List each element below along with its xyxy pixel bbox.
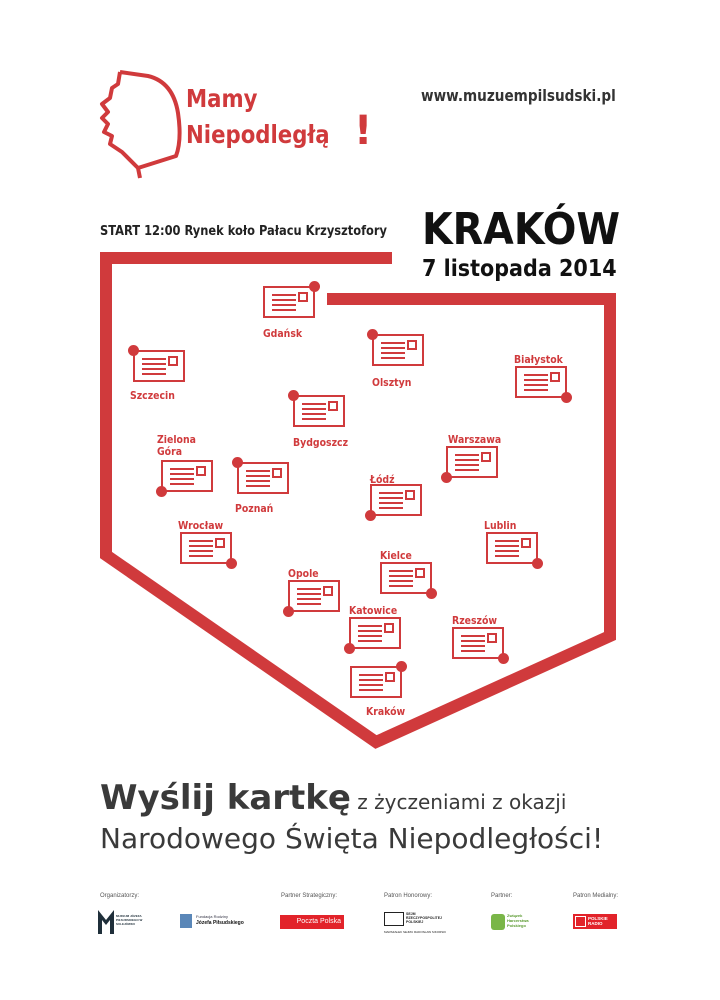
partner-label: Partner:: [491, 893, 513, 899]
postcard-dot: [365, 510, 376, 521]
postcard-icon: [367, 329, 424, 366]
postcard-dot: [226, 558, 237, 569]
poczta-polska-logo: Poczta Polska: [280, 915, 344, 929]
website-link[interactable]: www.muzuempilsudski.pl: [421, 86, 616, 105]
organizers-label: Organizatorzy:: [100, 893, 140, 899]
postcard-icon: [350, 661, 407, 698]
postcard-icon: [156, 460, 213, 497]
postcard-icon: [283, 580, 340, 617]
postcard-dot: [426, 588, 437, 599]
city-label: Kielce: [380, 549, 412, 562]
city-label: Kraków: [366, 705, 406, 718]
zhp-logo: Związek Harcerstwa Polskiego: [491, 912, 535, 932]
postcard-icon: [288, 390, 345, 427]
postcard-icon: [441, 446, 498, 483]
poland-outline: [100, 252, 616, 749]
postcard-dot: [288, 390, 299, 401]
city-label: Poznań: [235, 502, 274, 515]
postcard-dot: [128, 345, 139, 356]
brand-line-2: Niepodległą: [186, 120, 330, 149]
postcard-icon: [380, 562, 437, 599]
pilsudski-profile-logo: [100, 70, 182, 179]
honorary-label: Patron Honorowy:: [384, 893, 433, 899]
city-label: Łódź: [370, 473, 395, 486]
cta-rest: z życzeniami z okazji: [350, 790, 567, 814]
postcard-dot: [156, 486, 167, 497]
postcard-icon: [344, 617, 401, 654]
postcard-dot: [532, 558, 543, 569]
city-label: Białystok: [514, 353, 563, 366]
city-label: Bydgoszcz: [293, 436, 349, 449]
sejm-logo: SEJM RZECZYPOSPOLITEJ POLSKIEJ MARSZAŁEK…: [384, 912, 447, 934]
postcard-dot: [283, 606, 294, 617]
start-info: START 12:00 Rynek koło Pałacu Krzysztofo…: [100, 224, 388, 239]
city-label: Gdańsk: [263, 327, 303, 340]
polskie-radio-logo: POLSKIE RADIO: [573, 914, 617, 929]
brand-line-1: Mamy: [186, 84, 258, 113]
postcard-dot: [561, 392, 572, 403]
city-label: Lublin: [484, 519, 517, 532]
city-label: Szczecin: [130, 389, 175, 402]
postcard-icon: [486, 532, 543, 569]
cta-bold: Wyślij kartkę: [100, 778, 351, 818]
event-date: 7 listopada 2014: [422, 256, 617, 282]
city-label: Zielona Góra: [157, 433, 196, 458]
postcard-icon: [365, 484, 422, 521]
cta-line-1: Wyślij kartkę z życzeniami z okazji: [100, 778, 566, 818]
media-label: Patron Medialny:: [573, 893, 619, 899]
brand-exclaim: !: [354, 108, 373, 154]
city-label: Opole: [288, 567, 319, 580]
strategic-label: Partner Strategiczny:: [281, 893, 338, 899]
postcard-dot: [367, 329, 378, 340]
postcard-icon: [180, 532, 237, 569]
postcard-icon: [263, 281, 320, 318]
city-label: Wrocław: [178, 519, 224, 532]
cta-line-2: Narodowego Święta Niepodległości!: [100, 822, 604, 855]
postcard-icon: [452, 627, 509, 664]
postcard-icon: [232, 457, 289, 494]
city-label: Katowice: [349, 604, 398, 617]
city-label: Warszawa: [448, 433, 502, 446]
city-label: Rzeszów: [452, 614, 498, 627]
postcard-dot: [344, 643, 355, 654]
foundation-logo: Fundacja Rodziny Józefa Piłsudskiego: [180, 914, 250, 930]
postcard-icon: [515, 366, 572, 403]
postcard-dot: [498, 653, 509, 664]
museum-logo: MUZEUM JÓZEFA PIŁSUDSKIEGO W SULEJÓWKU: [98, 910, 148, 934]
city-label: Olsztyn: [372, 376, 412, 389]
postcard-dot: [441, 472, 452, 483]
postcard-dot: [309, 281, 320, 292]
postcard-dot: [232, 457, 243, 468]
event-city: KRAKÓW: [422, 204, 621, 255]
postcard-dot: [396, 661, 407, 672]
postcard-icon: [128, 345, 185, 382]
